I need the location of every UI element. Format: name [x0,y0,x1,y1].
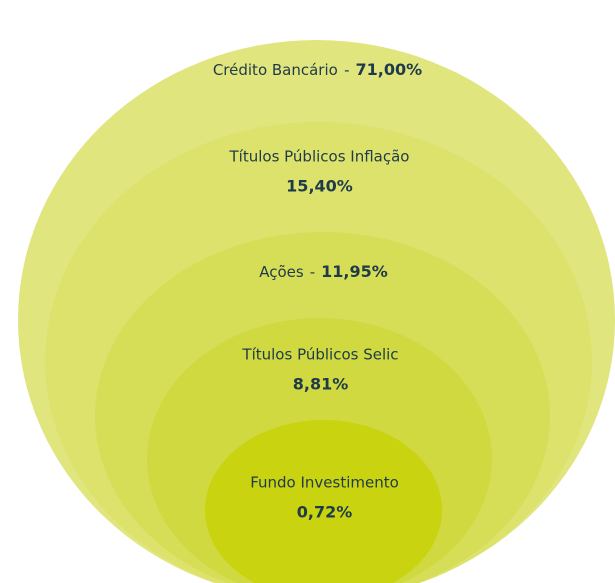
label: Ações -11,95% [259,262,388,281]
separator: - [310,263,315,281]
category-label: Fundo Investimento [250,474,399,492]
label: Crédito Bancário -71,00% [213,60,422,79]
category-label: Ações [259,263,304,281]
value-label: 71,00% [356,60,423,79]
category-label: Títulos Públicos Inflação [229,148,410,166]
value-label: 8,81% [293,375,349,394]
category-label: Títulos Públicos Selic [241,346,398,364]
value-label: 0,72% [297,503,353,522]
value-label: 11,95% [321,262,388,281]
separator: - [344,61,349,79]
circle [205,420,442,583]
value-label: 15,40% [286,177,353,196]
category-label: Crédito Bancário [213,61,338,79]
